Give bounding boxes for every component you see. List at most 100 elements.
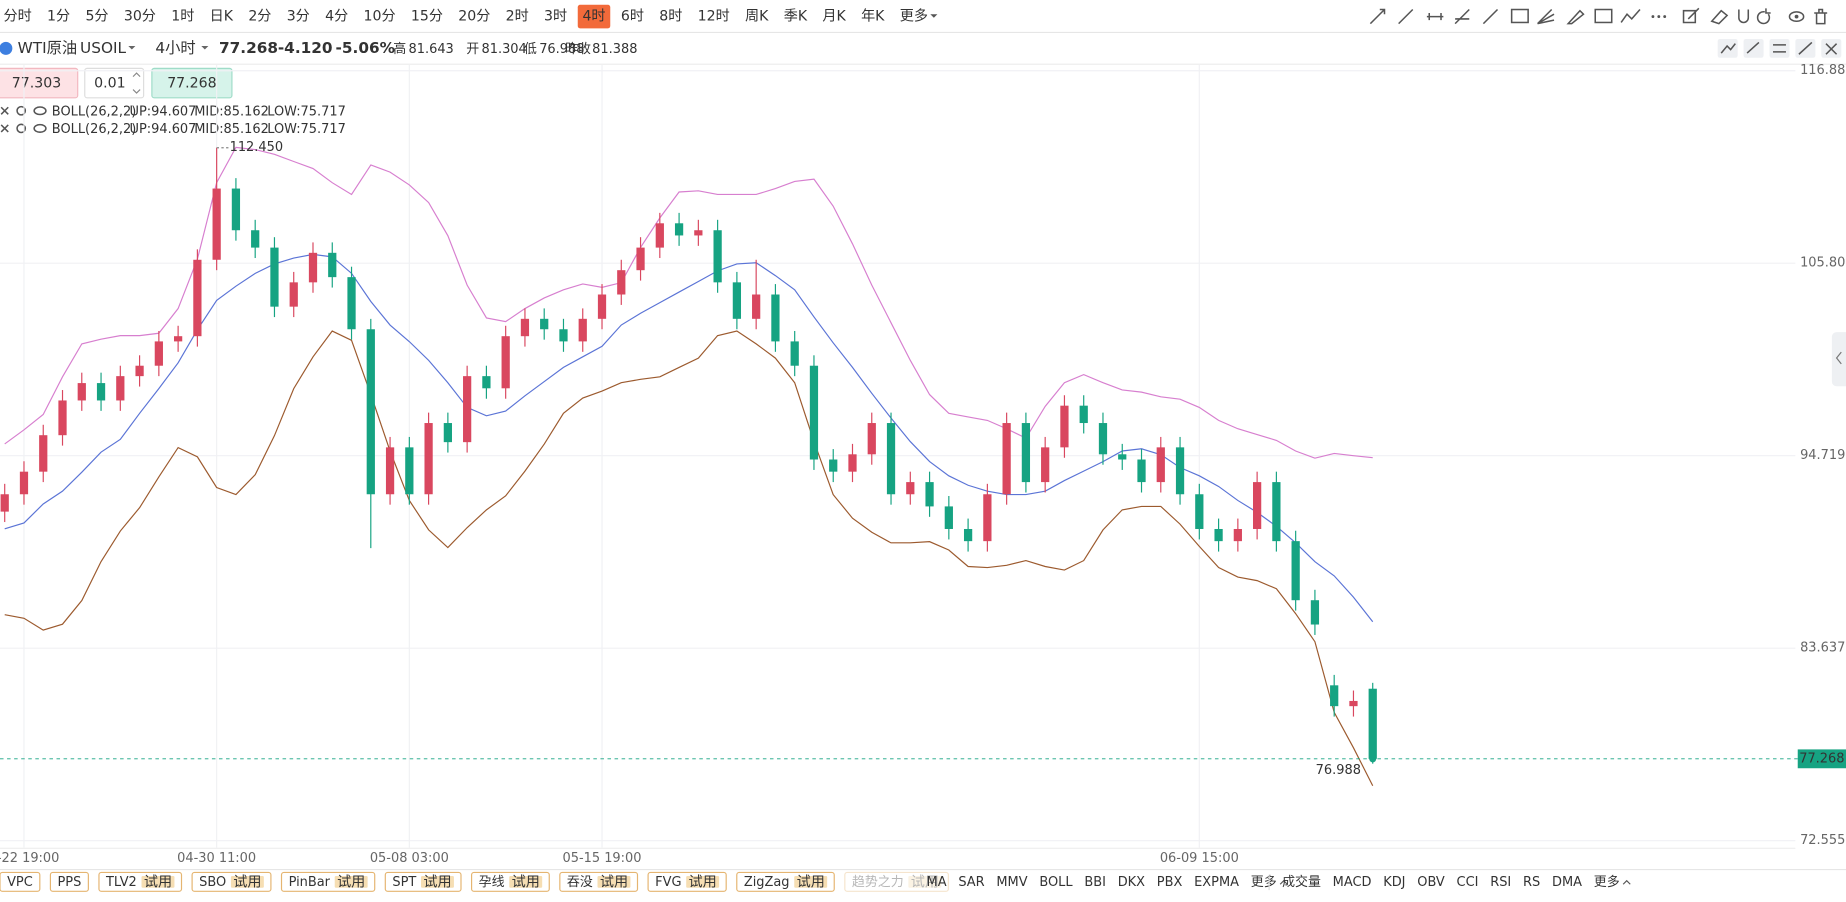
period-tab[interactable]: 分时 <box>4 9 32 25</box>
symbol-name[interactable]: WTI原油 <box>18 39 78 57</box>
indicator-button[interactable]: BBI <box>1084 875 1106 890</box>
pattern-button[interactable]: SPT 试用 <box>384 871 462 892</box>
indicator-button[interactable]: RSI <box>1490 875 1511 890</box>
pattern-name[interactable]: TLV2 <box>105 875 137 890</box>
last-price-tag <box>1797 749 1846 769</box>
lot-input[interactable] <box>84 67 145 99</box>
indicator-button[interactable]: PBX <box>1157 875 1183 890</box>
pattern-button[interactable]: VPC <box>0 871 41 892</box>
period-tab[interactable]: 5分 <box>85 9 108 25</box>
period-tab[interactable]: 3分 <box>287 9 310 25</box>
price-change: -4.120 <box>278 39 333 57</box>
pattern-button[interactable]: FVG 试用 <box>647 871 727 892</box>
pattern-button[interactable]: TLV2 试用 <box>98 871 183 892</box>
pattern-button[interactable]: 孕线 试用 <box>471 871 550 892</box>
sell-button[interactable] <box>0 67 79 99</box>
pattern-name[interactable]: VPC <box>7 875 33 890</box>
symbol-code[interactable]: USOIL <box>80 39 126 57</box>
period-tab[interactable]: 1时 <box>171 9 194 25</box>
candle-body <box>328 252 337 278</box>
indicator-button[interactable]: BOLL <box>1039 875 1073 890</box>
plot-layer <box>0 146 1798 786</box>
side-panel-arrow[interactable] <box>1835 351 1842 365</box>
period-tab[interactable]: 3时 <box>544 9 567 25</box>
lot-value[interactable]: 0.01 <box>94 76 125 92</box>
period-tab[interactable]: 日K <box>210 9 234 25</box>
active-period-bg[interactable] <box>577 4 611 29</box>
pattern-button[interactable]: PinBar 试用 <box>280 871 376 892</box>
indicator-button[interactable]: EXPMA <box>1194 875 1239 890</box>
pattern-name[interactable]: SBO <box>199 875 226 890</box>
pattern-button-frame[interactable] <box>844 871 949 892</box>
pattern-name[interactable]: SPT <box>392 875 416 890</box>
period-select[interactable]: 4小时 <box>155 39 195 57</box>
candle-body <box>1349 700 1358 707</box>
lot-stepper[interactable] <box>132 72 141 94</box>
indicator-button[interactable]: CCI <box>1457 875 1479 890</box>
pattern-name[interactable]: PinBar <box>289 875 331 890</box>
period-tab[interactable]: 2时 <box>506 9 529 25</box>
period-tab[interactable]: 4时 <box>582 9 605 25</box>
indicator-button[interactable]: SAR <box>958 875 984 890</box>
pattern-button-frame[interactable] <box>0 871 41 892</box>
pattern-button[interactable]: 吞没 试用 <box>559 871 639 892</box>
pattern-button-frame[interactable] <box>49 871 89 892</box>
trial-badge <box>230 876 264 888</box>
indicator-button[interactable]: KDJ <box>1383 875 1405 890</box>
boll-band <box>4 146 1373 459</box>
period-tab[interactable]: 周K <box>745 9 769 25</box>
period-tab[interactable]: 6时 <box>621 9 644 25</box>
indicator-name: BOLL(26,2,2) <box>52 104 136 119</box>
indicator-button[interactable]: DKX <box>1118 875 1145 890</box>
candle-body <box>1233 528 1242 542</box>
buy-price[interactable]: 77.268 <box>167 76 216 92</box>
pattern-button[interactable]: SBO 试用 <box>191 871 272 892</box>
period-tab[interactable]: 1分 <box>47 9 70 25</box>
candle-body <box>655 223 664 248</box>
candle-body <box>1156 447 1165 483</box>
period-tab[interactable]: 月K <box>822 9 846 25</box>
period-tab[interactable]: 10分 <box>364 9 396 25</box>
more-caret[interactable] <box>1279 879 1288 885</box>
indicator-button[interactable]: OBV <box>1417 875 1445 890</box>
pattern-button[interactable]: 趋势之力 试用 <box>844 871 949 892</box>
side-panel-tab[interactable] <box>1831 332 1846 387</box>
buy-button[interactable] <box>151 67 233 99</box>
indicator-button[interactable]: MMV <box>996 875 1027 890</box>
period-tab[interactable]: 2分 <box>248 9 271 25</box>
indicator-button[interactable]: MACD <box>1333 875 1372 890</box>
sell-price[interactable]: 77.303 <box>12 76 61 92</box>
pattern-button[interactable]: PPS <box>49 871 89 892</box>
period-tab[interactable]: 季K <box>784 9 808 25</box>
period-tab[interactable]: 8时 <box>659 9 682 25</box>
more-button[interactable]: 更多 <box>1251 875 1277 890</box>
max-label: 112.450 <box>230 140 284 155</box>
period-tab[interactable]: 12时 <box>698 9 730 25</box>
dropdown-arrow[interactable] <box>930 14 938 18</box>
chart-buttons[interactable] <box>1717 38 1842 58</box>
indicator-button[interactable]: DMA <box>1552 875 1582 890</box>
more-caret[interactable] <box>1622 879 1631 885</box>
pattern-name[interactable]: PPS <box>57 875 81 890</box>
period-tab[interactable]: 4分 <box>325 9 348 25</box>
period-tab[interactable]: 20分 <box>458 9 490 25</box>
indicator-button[interactable]: RS <box>1523 875 1540 890</box>
period-tab[interactable]: 年K <box>861 9 885 25</box>
pattern-name[interactable]: 孕线 <box>479 875 505 890</box>
indicator-button[interactable]: MA <box>927 875 947 890</box>
candle-body <box>578 318 587 342</box>
dropdown-arrow[interactable] <box>128 46 136 50</box>
drawing-tools[interactable] <box>1369 7 1828 25</box>
pattern-name[interactable]: 吞没 <box>567 875 593 890</box>
period-more[interactable]: 更多 <box>900 8 928 25</box>
pattern-button[interactable]: ZigZag 试用 <box>736 871 835 892</box>
period-tab[interactable]: 15分 <box>411 9 443 25</box>
dropdown-arrow[interactable] <box>201 46 209 50</box>
period-tab[interactable]: 30分 <box>124 9 156 25</box>
pattern-name[interactable]: 趋势之力 <box>852 874 904 890</box>
candle-body <box>1252 482 1262 529</box>
indicator-button[interactable]: 成交量 <box>1282 874 1321 890</box>
pattern-name[interactable]: ZigZag <box>744 875 790 890</box>
pattern-name[interactable]: FVG <box>655 875 681 890</box>
more-button[interactable]: 更多 <box>1594 875 1620 890</box>
